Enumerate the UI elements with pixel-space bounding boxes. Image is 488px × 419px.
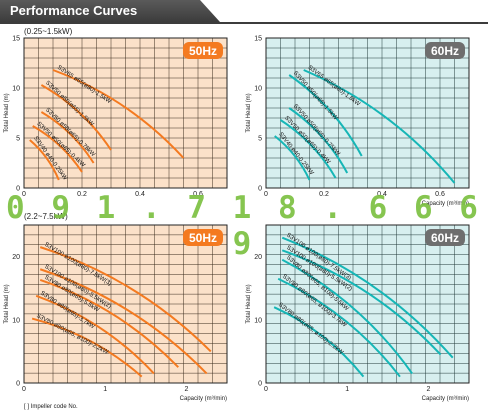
impeller-footnote: [ ] Impeller code No. [24, 404, 78, 410]
series-curve [281, 249, 442, 356]
series-curve [32, 125, 83, 173]
y-tick-label: 0 [258, 381, 262, 388]
y-axis-label: Total Head (m) [4, 284, 10, 323]
series-curve [273, 306, 365, 378]
series-curve [288, 107, 349, 174]
plot-frame [265, 37, 470, 189]
series-curve [29, 139, 60, 181]
y-axis-label: Total Head (m) [246, 284, 252, 323]
x-tick-label: 0.6 [193, 191, 203, 198]
y-tick-label: 15 [254, 36, 262, 43]
y-tick-label: 5 [258, 136, 262, 143]
frequency-badge-label: 50Hz [189, 231, 217, 245]
range-label-bottom: (2.2~7.5kW) [24, 212, 68, 221]
y-tick-label: 10 [254, 317, 262, 324]
y-tick-label: 15 [12, 36, 20, 43]
y-tick-label: 0 [258, 186, 262, 193]
series-curve [281, 258, 413, 375]
header-bar [0, 0, 220, 22]
series-curve [52, 69, 185, 159]
frequency-badge [425, 229, 465, 246]
series-curve [40, 111, 95, 164]
y-axis-label: Total Head (m) [246, 93, 252, 132]
series-curve [39, 268, 208, 375]
range-label-top: (0.25~1.5kW) [24, 27, 73, 36]
frequency-badge [183, 229, 223, 246]
x-tick-label: 1 [103, 386, 107, 393]
y-tick-label: 20 [12, 254, 20, 261]
y-tick-label: 20 [254, 254, 262, 261]
frequency-badge-label: 60Hz [431, 231, 459, 245]
series-curve [31, 317, 143, 378]
x-tick-label: 2 [184, 386, 188, 393]
y-tick-label: 0 [16, 381, 20, 388]
x-tick-label: 0 [22, 386, 26, 393]
x-tick-label: 0.6 [435, 191, 445, 198]
frequency-badge-label: 60Hz [431, 44, 459, 58]
y-tick-label: 5 [16, 136, 20, 143]
x-tick-label: 0.4 [135, 191, 145, 198]
y-axis-label: Total Head (m) [4, 93, 10, 132]
frequency-badge [425, 42, 465, 59]
x-tick-label: 2 [426, 386, 430, 393]
watermark-phone: 0 9 1 . 7 1 8 . 6 6 6 9 [6, 190, 482, 262]
frequency-badge-label: 50Hz [189, 44, 217, 58]
x-tick-label: 0 [264, 386, 268, 393]
y-tick-label: 10 [254, 86, 262, 93]
page-title: Performance Curves [10, 3, 138, 18]
series-curve [303, 69, 456, 184]
frequency-badge [183, 42, 223, 59]
x-axis-label: Capacity (m³/min) [422, 201, 469, 207]
series-curve [274, 135, 311, 181]
x-tick-label: 0 [264, 191, 268, 198]
x-tick-label: 0.2 [77, 191, 87, 198]
plot-frame [265, 224, 470, 384]
series-curve [39, 246, 212, 353]
series-curve [35, 294, 155, 375]
series-curve [279, 119, 337, 179]
x-axis-label: Capacity (m³/min) [180, 396, 227, 402]
x-tick-label: 0.4 [377, 191, 387, 198]
series-curve [277, 277, 401, 378]
series-curve [281, 236, 454, 359]
x-axis-label: Capacity (m³/min) [422, 396, 469, 402]
x-tick-label: 0 [22, 191, 26, 198]
series-curve [39, 279, 179, 368]
plot-frame [23, 224, 228, 384]
y-tick-label: 10 [12, 86, 20, 93]
x-tick-label: 1 [345, 386, 349, 393]
plot-frame [23, 37, 228, 189]
series-curve [288, 74, 363, 157]
chart-tr: 0 0.2 0.4 0.6 0 5 10 15 Total Head (m) Capacity (… [246, 36, 470, 207]
x-tick-label: 0.2 [319, 191, 329, 198]
y-tick-label: 10 [12, 317, 20, 324]
series-curve [40, 84, 112, 151]
y-tick-label: 0 [16, 186, 20, 193]
header-divider [0, 22, 488, 24]
